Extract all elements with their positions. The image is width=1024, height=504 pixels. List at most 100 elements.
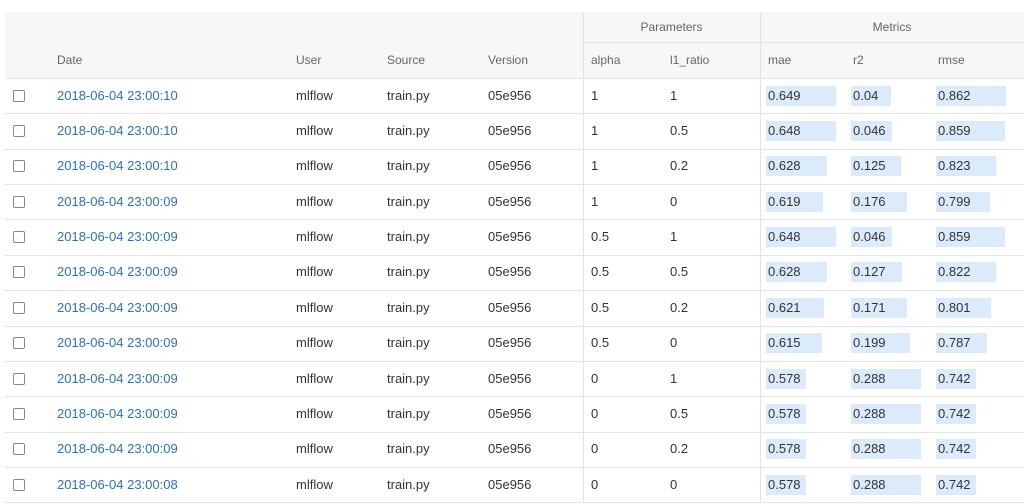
run-link[interactable]: 2018-06-04 23:00:10 [57, 123, 178, 139]
row-border [5, 290, 1024, 292]
cell-text: 05e956 [488, 87, 532, 103]
row-border [5, 466, 1024, 468]
separator [5, 78, 1024, 79]
cell-text: 0.199 [853, 335, 886, 351]
cell-text: train.py [387, 158, 430, 174]
cell-text: mlflow [296, 405, 333, 421]
cell-text: 0.288 [853, 370, 886, 386]
cell-text: 0.742 [938, 476, 971, 492]
column-header: Date [57, 53, 83, 67]
cell-text: 0.615 [768, 335, 801, 351]
metric-bar [766, 121, 836, 142]
column-header: mae [768, 53, 792, 67]
row-border [5, 113, 1024, 115]
checkbox[interactable] [13, 160, 25, 173]
run-link[interactable]: 2018-06-04 23:00:09 [57, 229, 178, 245]
checkbox[interactable] [13, 266, 25, 279]
checkbox[interactable] [13, 407, 25, 420]
run-link[interactable]: 2018-06-04 23:00:09 [57, 441, 178, 457]
cell-text: train.py [387, 370, 430, 386]
column-header: rmse [938, 53, 965, 67]
cell-text: train.py [387, 193, 430, 209]
cell-text: 05e956 [488, 229, 532, 245]
cell-text: mlflow [296, 476, 333, 492]
cell-text: mlflow [296, 123, 333, 139]
metric-bar [936, 297, 991, 318]
metric-bar [851, 121, 892, 142]
cell-text: 05e956 [488, 299, 532, 315]
cell-text: 0.2 [670, 158, 689, 174]
cell-text: 0.628 [768, 264, 801, 280]
row-border [5, 396, 1024, 398]
separator [583, 12, 584, 502]
checkbox[interactable] [13, 443, 25, 456]
checkbox[interactable] [13, 372, 25, 385]
metric-bar [766, 333, 822, 354]
cell-text: 0.801 [938, 299, 971, 315]
separator [583, 42, 1024, 43]
row-border [5, 325, 1024, 327]
row-border [5, 360, 1024, 362]
cell-text: 0.578 [768, 370, 801, 386]
cell-text: mlflow [296, 335, 333, 351]
run-link[interactable]: 2018-06-04 23:00:09 [57, 335, 178, 351]
cell-text: 0.125 [853, 158, 886, 174]
column-header: alpha [591, 53, 621, 67]
metric-bar [766, 262, 828, 283]
cell-text: 0 [591, 405, 599, 421]
cell-text: train.py [387, 476, 430, 492]
metric-bar [936, 191, 991, 212]
cell-text: train.py [387, 264, 430, 280]
checkbox[interactable] [13, 125, 25, 138]
checkbox[interactable] [13, 478, 25, 491]
cell-text: train.py [387, 441, 430, 457]
cell-text: train.py [387, 87, 430, 103]
cell-text: 0.823 [938, 158, 971, 174]
cell-text: 0.5 [670, 264, 689, 280]
column-header: l1_ratio [670, 53, 710, 67]
cell-text: train.py [387, 335, 430, 351]
metric-bar [766, 474, 806, 495]
metric-bar [851, 333, 911, 354]
metric-bar [851, 403, 921, 424]
cell-text: train.py [387, 123, 430, 139]
metric-bar [851, 156, 902, 177]
cell-text: 0.578 [768, 441, 801, 457]
run-link[interactable]: 2018-06-04 23:00:09 [57, 299, 178, 315]
metric-bar [936, 121, 1006, 142]
metric-bar [936, 474, 976, 495]
separator [760, 12, 761, 502]
cell-text: 0.5 [591, 264, 610, 280]
run-link[interactable]: 2018-06-04 23:00:09 [57, 193, 178, 209]
cell-text: 0 [670, 193, 678, 209]
metric-bar [936, 227, 1006, 248]
run-link[interactable]: 2018-06-04 23:00:10 [57, 158, 178, 174]
cell-text: mlflow [296, 370, 333, 386]
checkbox[interactable] [13, 195, 25, 208]
cell-text: 0.5 [591, 299, 610, 315]
cell-text: 0.742 [938, 405, 971, 421]
cell-text: 1 [591, 193, 599, 209]
column-header: r2 [853, 53, 864, 67]
metric-bar [766, 227, 836, 248]
run-link[interactable]: 2018-06-04 23:00:08 [57, 476, 178, 492]
metric-bar [936, 262, 996, 283]
cell-text: 0.648 [768, 123, 801, 139]
row-border [5, 254, 1024, 256]
metric-bar [851, 474, 921, 495]
row-border [5, 148, 1024, 150]
cell-text: 0.127 [853, 264, 886, 280]
checkbox[interactable] [13, 301, 25, 314]
run-link[interactable]: 2018-06-04 23:00:09 [57, 264, 178, 280]
run-link[interactable]: 2018-06-04 23:00:09 [57, 370, 178, 386]
checkbox[interactable] [13, 337, 25, 350]
metric-bar [936, 85, 1006, 106]
run-link[interactable]: 2018-06-04 23:00:09 [57, 405, 178, 421]
checkbox[interactable] [13, 89, 25, 102]
checkbox[interactable] [13, 231, 25, 244]
run-link[interactable]: 2018-06-04 23:00:10 [57, 87, 178, 103]
cell-text: 1 [670, 87, 678, 103]
cell-text: 0.621 [768, 299, 801, 315]
cell-text: 0.859 [938, 229, 971, 245]
